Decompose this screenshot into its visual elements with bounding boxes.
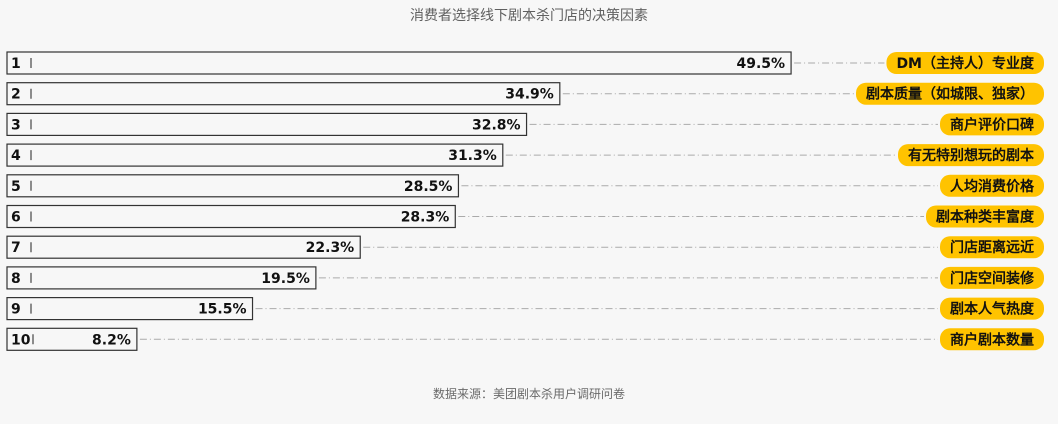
category-label: 人均消费价格 <box>950 178 1035 195</box>
category-label: 剧本质量（如城限、独家） <box>866 86 1034 103</box>
category-badge <box>940 174 1044 197</box>
source-note: 数据来源：美团剧本杀用户调研问卷 <box>432 387 625 401</box>
bar-5 <box>6 174 460 198</box>
value-label: 31.3% <box>448 148 497 164</box>
category-badge <box>940 236 1044 259</box>
bar-7 <box>6 235 361 259</box>
rank-label: 10 <box>11 332 31 348</box>
bar-4 <box>6 143 504 167</box>
value-label: 22.3% <box>306 240 355 256</box>
category-label: 剧本人气热度 <box>950 301 1035 318</box>
category-label: 商户评价口碑 <box>950 116 1034 133</box>
bar-6 <box>6 204 456 229</box>
rank-label: 4 <box>11 148 21 164</box>
rank-label: 8 <box>11 271 21 287</box>
value-label: 32.8% <box>472 117 521 133</box>
value-label: 28.3% <box>401 210 450 226</box>
category-label: 有无特别想玩的剧本 <box>908 147 1035 164</box>
value-label: 49.5% <box>737 56 786 72</box>
category-badge <box>940 328 1044 351</box>
rank-label: 9 <box>11 302 21 318</box>
rank-label: 7 <box>11 240 21 256</box>
value-label: 15.5% <box>198 302 247 318</box>
category-badge <box>898 144 1044 167</box>
rank-label: 1 <box>11 56 21 72</box>
bar-9 <box>6 297 254 321</box>
category-badge <box>856 82 1044 105</box>
category-label: 门店距离远近 <box>950 239 1034 256</box>
category-label: 剧本种类丰富度 <box>936 209 1035 226</box>
category-badge <box>940 113 1044 136</box>
rank-label: 6 <box>11 210 21 226</box>
value-label: 28.5% <box>404 179 453 195</box>
value-label: 19.5% <box>261 271 310 287</box>
value-label: 34.9% <box>505 87 554 103</box>
category-badge <box>940 297 1044 320</box>
category-badge <box>886 52 1044 74</box>
category-badge <box>940 266 1044 289</box>
bar-1 <box>6 51 792 75</box>
bar-2 <box>6 82 561 106</box>
category-badge <box>926 205 1044 228</box>
rank-label: 3 <box>11 117 21 133</box>
rank-label: 2 <box>11 87 21 103</box>
category-label: DM（主持人）专业度 <box>896 55 1035 72</box>
value-label: 8.2% <box>92 332 131 348</box>
category-label: 门店空间装修 <box>950 270 1035 287</box>
rank-label: 5 <box>11 179 21 195</box>
chart-title: 消费者选择线下剧本杀门店的决策因素 <box>410 8 648 24</box>
category-label: 商户剧本数量 <box>950 331 1034 348</box>
bar-8 <box>6 266 317 290</box>
bar-3 <box>6 112 528 137</box>
bar-10 <box>6 327 138 351</box>
